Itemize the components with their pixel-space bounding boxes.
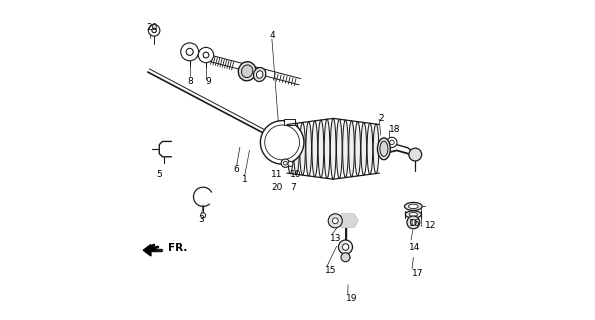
Ellipse shape (367, 123, 372, 174)
Ellipse shape (312, 121, 318, 177)
Ellipse shape (337, 119, 342, 178)
Text: 5: 5 (156, 170, 162, 179)
Ellipse shape (343, 120, 348, 178)
Circle shape (342, 244, 349, 250)
Circle shape (339, 240, 353, 254)
Circle shape (281, 159, 290, 167)
Ellipse shape (380, 141, 388, 156)
Text: 20: 20 (146, 23, 158, 32)
Text: 7: 7 (290, 183, 296, 192)
Bar (284, 119, 295, 124)
Circle shape (186, 48, 193, 55)
Text: 20: 20 (271, 183, 283, 192)
Ellipse shape (405, 203, 422, 211)
Ellipse shape (318, 120, 324, 178)
Text: 16: 16 (409, 220, 420, 228)
Text: 6: 6 (234, 165, 240, 174)
Ellipse shape (409, 204, 418, 209)
Polygon shape (143, 244, 151, 256)
Circle shape (328, 214, 342, 228)
Ellipse shape (253, 68, 266, 82)
Circle shape (283, 161, 287, 165)
Ellipse shape (293, 123, 299, 174)
Circle shape (390, 140, 394, 145)
Polygon shape (339, 214, 358, 227)
Ellipse shape (355, 122, 361, 176)
Text: 19: 19 (346, 294, 357, 303)
Ellipse shape (409, 212, 418, 216)
Ellipse shape (242, 65, 253, 78)
Ellipse shape (300, 123, 305, 175)
Text: 13: 13 (330, 234, 341, 243)
Text: 15: 15 (325, 266, 336, 275)
Ellipse shape (306, 122, 312, 176)
Text: FR.: FR. (168, 243, 187, 253)
Circle shape (288, 161, 293, 166)
Ellipse shape (361, 123, 367, 175)
Circle shape (409, 148, 422, 161)
Text: 11: 11 (271, 170, 283, 179)
Circle shape (203, 52, 209, 58)
Text: 17: 17 (412, 269, 424, 278)
Text: 2: 2 (378, 114, 384, 123)
Ellipse shape (405, 211, 421, 218)
Circle shape (341, 253, 350, 262)
Text: 4: 4 (269, 31, 275, 40)
Circle shape (148, 25, 160, 36)
Text: 18: 18 (389, 125, 400, 134)
Circle shape (387, 137, 397, 148)
Text: 10: 10 (290, 170, 302, 179)
Ellipse shape (373, 124, 379, 173)
Text: 3: 3 (199, 215, 204, 224)
Ellipse shape (287, 124, 293, 173)
Text: 9: 9 (206, 77, 211, 86)
Circle shape (261, 121, 304, 164)
Circle shape (181, 43, 199, 61)
Circle shape (411, 220, 416, 225)
Circle shape (152, 28, 156, 33)
Circle shape (407, 216, 419, 229)
Circle shape (201, 213, 206, 218)
Text: 8: 8 (187, 77, 193, 86)
Text: 14: 14 (409, 244, 420, 252)
Ellipse shape (324, 119, 330, 178)
Text: 12: 12 (425, 221, 436, 230)
Circle shape (333, 218, 338, 224)
Ellipse shape (256, 71, 263, 78)
Ellipse shape (330, 118, 336, 179)
Ellipse shape (377, 138, 390, 160)
Circle shape (265, 125, 299, 160)
Circle shape (198, 47, 214, 63)
Text: 1: 1 (242, 175, 248, 184)
Ellipse shape (238, 62, 256, 81)
Ellipse shape (349, 121, 355, 177)
